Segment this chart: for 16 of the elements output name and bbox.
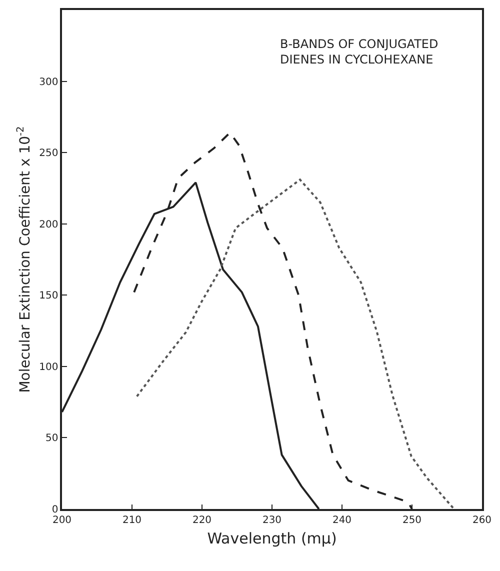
x-tick-label: 260 <box>472 514 492 526</box>
x-tick-label: 210 <box>122 514 142 526</box>
text: B-BANDS OF CONJUGATED DIENES IN CYCLOHEXANE <box>280 37 438 67</box>
x-tick-label: 230 <box>262 514 282 526</box>
line-series <box>136 178 455 509</box>
x-tick-label: 250 <box>402 514 422 526</box>
y-tick-label: 250 <box>39 148 58 160</box>
x-tick-label: 220 <box>192 514 212 526</box>
x-tick-label: 240 <box>332 514 352 526</box>
y-tick-label: 0 <box>52 504 58 516</box>
x-axis-title: Wavelength (mμ) <box>207 529 337 548</box>
y-tick-label: 300 <box>39 76 58 88</box>
y-tick-label: 100 <box>39 362 58 373</box>
y-tick-label: 150 <box>39 290 58 302</box>
y-tick-label: 50 <box>46 433 58 444</box>
y-tick-label: 200 <box>39 219 58 230</box>
